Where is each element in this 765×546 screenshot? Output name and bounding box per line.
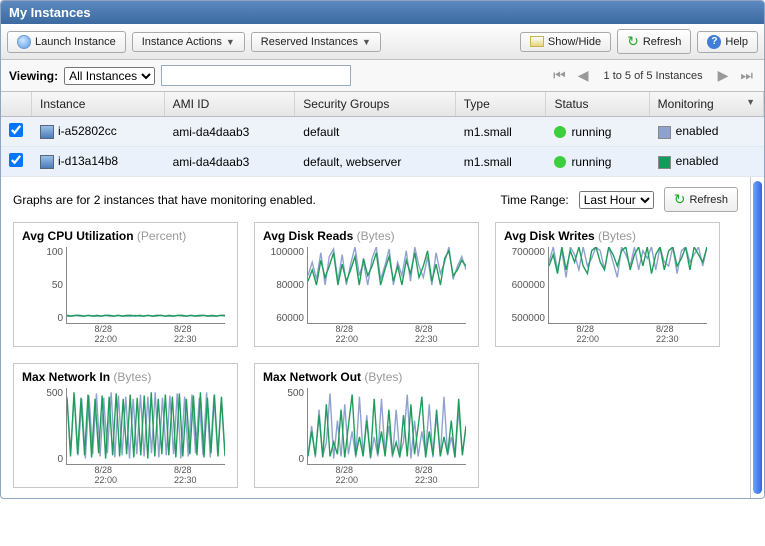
- pager-first-button[interactable]: ⏮: [550, 67, 569, 84]
- help-icon: ?: [707, 35, 721, 49]
- status-text: running: [571, 155, 611, 169]
- col-status[interactable]: Status: [546, 92, 649, 117]
- security-groups: default, webserver: [295, 147, 455, 177]
- instance-actions-button[interactable]: Instance Actions ▼: [132, 32, 245, 52]
- search-input[interactable]: [161, 65, 351, 86]
- help-label: Help: [725, 36, 748, 48]
- chart-card: Avg Disk Writes (Bytes) 70000060000050000…: [495, 222, 720, 347]
- column-menu-icon[interactable]: ▼: [746, 97, 755, 107]
- refresh-label: Refresh: [643, 36, 682, 48]
- x-axis: 8/2822:008/2822:30: [307, 324, 466, 342]
- status-dot-icon: [554, 156, 566, 168]
- col-monitoring[interactable]: Monitoring ▼: [649, 92, 763, 117]
- reserved-label: Reserved Instances: [261, 36, 358, 48]
- x-axis: 8/2822:008/2822:30: [66, 465, 225, 483]
- y-axis: 5000: [22, 388, 66, 465]
- pager-next-button[interactable]: ▶: [715, 67, 732, 84]
- row-checkbox[interactable]: [9, 123, 23, 137]
- actions-label: Instance Actions: [142, 36, 222, 48]
- y-axis: 1000008000060000: [263, 247, 307, 324]
- col-type[interactable]: Type: [455, 92, 546, 117]
- chart-unit: (Bytes): [364, 370, 402, 384]
- instance-id: i-d13a14b8: [58, 154, 118, 168]
- chevron-down-icon: ▼: [226, 37, 235, 47]
- ami-id: ami-da4daab3: [164, 147, 295, 177]
- main-toolbar: Launch Instance Instance Actions ▼ Reser…: [1, 24, 764, 60]
- chart-refresh-label: Refresh: [689, 194, 728, 206]
- instance-icon: [40, 155, 54, 169]
- monitoring-swatch-icon: [658, 156, 671, 169]
- x-axis: 8/2822:008/2822:30: [66, 324, 225, 342]
- chart-title: Max Network Out (Bytes): [263, 370, 470, 384]
- ami-id: ami-da4daab3: [164, 117, 295, 147]
- instances-table: Instance AMI ID Security Groups Type Sta…: [1, 92, 764, 177]
- launch-label: Launch Instance: [35, 36, 116, 48]
- status-dot-icon: [554, 126, 566, 138]
- refresh-button[interactable]: ↻ Refresh: [617, 29, 691, 54]
- table-header-row: Instance AMI ID Security Groups Type Sta…: [1, 92, 764, 117]
- chart-card: Max Network In (Bytes) 50008/2822:008/282…: [13, 363, 238, 488]
- plot-area: [548, 247, 707, 324]
- monitoring-swatch-icon: [658, 126, 671, 139]
- security-groups: default: [295, 117, 455, 147]
- y-axis: 5000: [263, 388, 307, 465]
- status-text: running: [571, 125, 611, 139]
- showhide-icon: [530, 36, 544, 47]
- chart-title: Avg Disk Reads (Bytes): [263, 229, 470, 243]
- chart-unit: (Bytes): [357, 229, 395, 243]
- y-axis: 700000600000500000: [504, 247, 548, 324]
- chart-card: Max Network Out (Bytes) 50008/2822:008/28…: [254, 363, 479, 488]
- monitoring-text: enabled: [676, 154, 719, 168]
- launch-instance-button[interactable]: Launch Instance: [7, 31, 126, 53]
- time-range-select[interactable]: Last Hour: [579, 191, 654, 209]
- chart-title: Max Network In (Bytes): [22, 370, 229, 384]
- scrollbar-thumb[interactable]: [753, 181, 762, 494]
- instance-type: m1.small: [455, 147, 546, 177]
- table-row[interactable]: i-d13a14b8 ami-da4daab3default, webserver…: [1, 147, 764, 177]
- col-security[interactable]: Security Groups: [295, 92, 455, 117]
- monitoring-text: enabled: [676, 124, 719, 138]
- chart-unit: (Bytes): [113, 370, 151, 384]
- pager-prev-button[interactable]: ◀: [575, 67, 592, 84]
- chart-unit: (Bytes): [598, 229, 636, 243]
- instance-type: m1.small: [455, 117, 546, 147]
- filter-toolbar: Viewing: All Instances ⏮ ◀ 1 to 5 of 5 I…: [1, 60, 764, 92]
- pager-status: 1 to 5 of 5 Instances: [598, 70, 709, 82]
- panel-title: My Instances: [1, 1, 764, 24]
- chart-card: Avg CPU Utilization (Percent) 1005008/282…: [13, 222, 238, 347]
- filter-select[interactable]: All Instances: [64, 67, 155, 85]
- chart-unit: (Percent): [137, 229, 186, 243]
- reserved-instances-button[interactable]: Reserved Instances ▼: [251, 32, 381, 52]
- pager-last-button[interactable]: ⏭: [737, 67, 756, 84]
- y-axis: 100500: [22, 247, 66, 324]
- viewing-label: Viewing:: [9, 69, 58, 83]
- refresh-icon: ↻: [627, 33, 639, 50]
- plot-area: [66, 388, 225, 465]
- plot-area: [66, 247, 225, 324]
- plot-area: [307, 247, 466, 324]
- chart-refresh-button[interactable]: ↻ Refresh: [664, 187, 738, 212]
- time-range-label: Time Range:: [500, 193, 568, 207]
- x-axis: 8/2822:008/2822:30: [307, 465, 466, 483]
- col-instance[interactable]: Instance: [32, 92, 165, 117]
- plot-area: [307, 388, 466, 465]
- col-ami[interactable]: AMI ID: [164, 92, 295, 117]
- chart-title: Avg Disk Writes (Bytes): [504, 229, 711, 243]
- detail-pane: Graphs are for 2 instances that have mon…: [1, 177, 764, 498]
- help-button[interactable]: ? Help: [697, 31, 758, 53]
- chevron-down-icon: ▼: [362, 37, 371, 47]
- detail-caption: Graphs are for 2 instances that have mon…: [13, 193, 316, 207]
- row-checkbox[interactable]: [9, 153, 23, 167]
- launch-icon: [17, 35, 31, 49]
- x-axis: 8/2822:008/2822:30: [548, 324, 707, 342]
- table-row[interactable]: i-a52802cc ami-da4daab3defaultm1.small run…: [1, 117, 764, 147]
- instance-icon: [40, 125, 54, 139]
- detail-scrollbar[interactable]: [750, 177, 764, 498]
- refresh-icon: ↻: [674, 191, 686, 208]
- instance-id: i-a52802cc: [58, 124, 117, 138]
- chart-title: Avg CPU Utilization (Percent): [22, 229, 229, 243]
- showhide-label: Show/Hide: [548, 36, 601, 48]
- chart-card: Avg Disk Reads (Bytes) 10000080000600008/…: [254, 222, 479, 347]
- show-hide-button[interactable]: Show/Hide: [520, 32, 611, 52]
